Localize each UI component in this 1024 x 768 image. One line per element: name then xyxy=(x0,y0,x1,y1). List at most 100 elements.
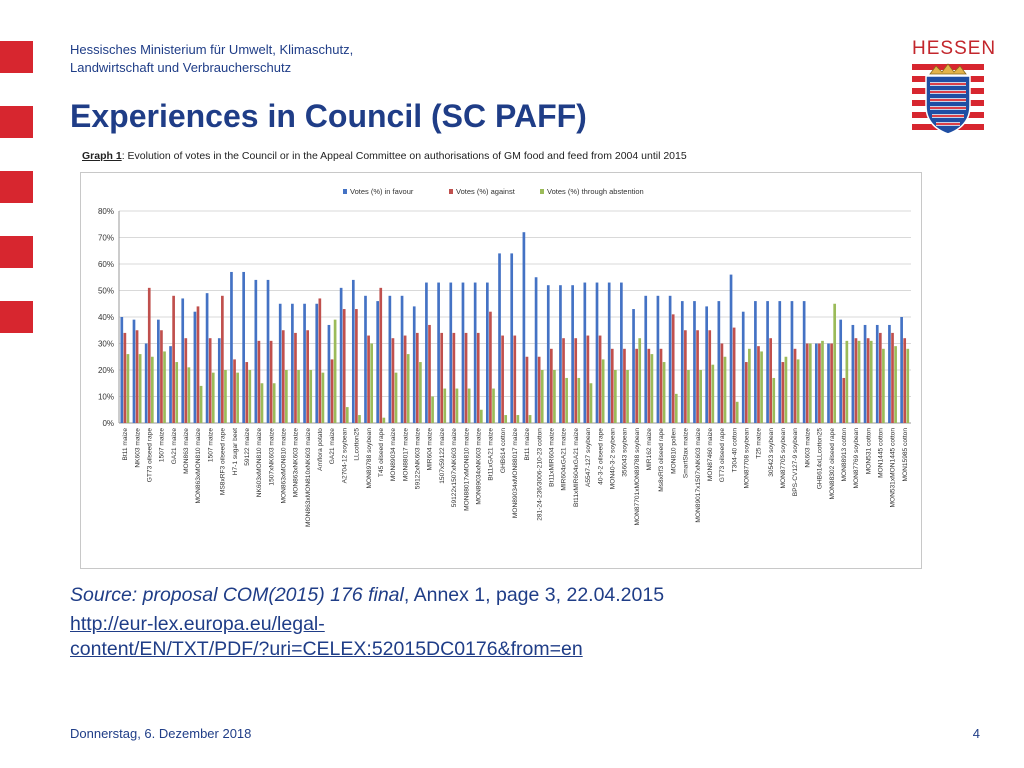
chart-bar xyxy=(784,356,788,423)
chart-bar xyxy=(635,348,638,423)
chart-bar xyxy=(370,343,373,423)
x-tick-label: MON863xMON810 maize xyxy=(280,428,287,504)
source-citation-rest: , Annex 1, page 3, 22.04.2015 xyxy=(403,584,665,606)
chart-bar xyxy=(437,282,440,423)
chart-bar xyxy=(781,362,785,423)
chart-bar xyxy=(808,343,812,423)
source-link-line-1[interactable]: http://eur-lex.europa.eu/legal- xyxy=(70,613,325,635)
chart-bar xyxy=(748,348,751,423)
chart-bar xyxy=(248,370,252,423)
x-tick-label: NK603 maize xyxy=(134,428,141,468)
x-tick-label: MON87769 soybean xyxy=(853,428,860,489)
chart-bar xyxy=(345,407,349,423)
x-tick-label: 1507 maize xyxy=(159,428,166,462)
accent-stripe xyxy=(0,106,33,138)
chart-bar xyxy=(281,330,285,423)
chart-bar xyxy=(285,370,288,423)
chart-bar xyxy=(172,295,175,423)
chart-bar xyxy=(614,370,617,423)
chart-bar xyxy=(888,324,891,423)
legend-swatch xyxy=(540,189,544,194)
legend-label: Votes (%) against xyxy=(456,187,516,196)
chart-bar xyxy=(626,370,629,423)
hessen-logo-text: HESSEN xyxy=(912,38,997,59)
x-tick-label: Bt11 maize xyxy=(122,428,129,461)
chart-bar xyxy=(321,372,325,423)
chart-bar xyxy=(565,377,568,423)
chart-bar xyxy=(684,330,687,423)
chart-bar xyxy=(217,338,221,423)
chart-bar xyxy=(546,285,550,423)
x-tick-label: 59122xNK603 maize xyxy=(415,428,422,490)
chart-bar xyxy=(528,415,532,423)
chart-bar xyxy=(492,388,495,423)
y-tick-label: 0% xyxy=(102,419,114,428)
chart-bar xyxy=(741,311,745,423)
chart-bar xyxy=(827,343,830,423)
chart-bar xyxy=(428,324,431,423)
chart-bar xyxy=(869,340,873,423)
chart-bar xyxy=(537,356,541,423)
chart-bar xyxy=(687,370,690,423)
chart-bar xyxy=(805,343,809,423)
chart-bar xyxy=(674,393,678,423)
chart-bar xyxy=(735,401,739,423)
chart-bar xyxy=(671,314,675,423)
chart-bar xyxy=(891,332,894,423)
chart-bar xyxy=(355,309,358,423)
chart-bar xyxy=(184,338,188,423)
chart-bar xyxy=(315,303,319,423)
chart-bar xyxy=(711,364,715,423)
chart-bar xyxy=(659,348,663,423)
x-tick-label: MON863xNK603 maize xyxy=(293,428,300,498)
x-tick-label: 305423 soybean xyxy=(768,428,775,477)
source-link-line-2[interactable]: content/EN/TXT/PDF/?uri=CELEX:52015DC017… xyxy=(70,638,583,660)
x-tick-label: T25 maize xyxy=(756,428,763,459)
chart-bar xyxy=(230,271,233,423)
chart-bar xyxy=(406,354,410,423)
x-tick-label: T304-40 cotton xyxy=(731,428,738,473)
x-tick-label: MON89788 soybean xyxy=(366,428,373,489)
footer-date: Donnerstag, 6. Dezember 2018 xyxy=(70,726,252,741)
source-citation-prefix: Source: proposal COM(2015) 176 final xyxy=(70,584,404,606)
chart-bar xyxy=(199,385,203,423)
chart-bar xyxy=(486,282,489,423)
chart-bar xyxy=(878,332,882,423)
chart-bar xyxy=(790,301,794,423)
x-tick-label: MON87708 soybean xyxy=(744,428,751,489)
chart-bar xyxy=(208,338,212,423)
chart-bar xyxy=(376,301,380,423)
chart-bar xyxy=(224,370,227,423)
x-tick-label: 1507 maize xyxy=(207,428,214,462)
chart-bar xyxy=(906,348,910,423)
chart-bar xyxy=(559,285,562,423)
x-tick-label: NK603 maize xyxy=(804,428,811,468)
chart-bar xyxy=(793,348,797,423)
chart-bar xyxy=(522,232,526,423)
chart-bar xyxy=(236,372,239,423)
chart-bar xyxy=(394,372,398,423)
chart-bar xyxy=(595,282,599,423)
graph-caption: Graph 1: Evolution of votes in the Counc… xyxy=(82,150,687,162)
x-tick-label: MIR604xGA21 maize xyxy=(561,428,568,491)
x-tick-label: MS8xRF3 oilseed rape xyxy=(220,428,227,495)
x-tick-label: Amflora potato xyxy=(317,428,324,471)
chart-bar xyxy=(242,271,245,423)
x-tick-label: GA21 maize xyxy=(171,428,178,465)
page-title: Experiences in Council (SC PAFF) xyxy=(70,98,587,134)
chart-bar xyxy=(693,301,696,423)
graph-caption-lead: Graph 1 xyxy=(82,150,122,162)
chart-bar xyxy=(358,415,361,423)
chart-bar xyxy=(760,351,763,423)
chart-bar xyxy=(452,332,456,423)
x-tick-label: Bt11xMIR604xGA21 maize xyxy=(573,428,580,507)
legend-label: Votes (%) in favour xyxy=(350,187,414,196)
source-link[interactable]: http://eur-lex.europa.eu/legal- content/… xyxy=(70,612,583,662)
chart-bar xyxy=(498,253,501,423)
chart-bar xyxy=(708,330,712,423)
chart-bar xyxy=(903,338,907,423)
chart-bar xyxy=(449,282,453,423)
x-tick-label: MON531xMON1445 cotton xyxy=(890,428,897,508)
x-tick-label: MON863xMON810xNK603 maize xyxy=(305,428,312,527)
chart-bar xyxy=(540,370,544,423)
